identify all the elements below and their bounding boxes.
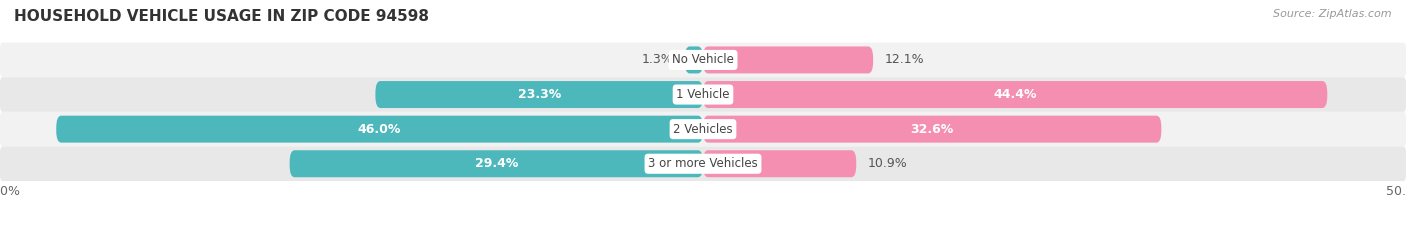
Text: 12.1%: 12.1% <box>884 53 924 66</box>
FancyBboxPatch shape <box>0 147 1406 181</box>
FancyBboxPatch shape <box>56 116 703 143</box>
Text: 2 Vehicles: 2 Vehicles <box>673 123 733 136</box>
Legend: Owner-occupied, Renter-occupied: Owner-occupied, Renter-occupied <box>568 229 838 233</box>
FancyBboxPatch shape <box>0 43 1406 77</box>
FancyBboxPatch shape <box>703 150 856 177</box>
Text: HOUSEHOLD VEHICLE USAGE IN ZIP CODE 94598: HOUSEHOLD VEHICLE USAGE IN ZIP CODE 9459… <box>14 9 429 24</box>
FancyBboxPatch shape <box>0 112 1406 147</box>
FancyBboxPatch shape <box>685 46 703 73</box>
Text: 3 or more Vehicles: 3 or more Vehicles <box>648 157 758 170</box>
Text: 1.3%: 1.3% <box>641 53 673 66</box>
Text: 44.4%: 44.4% <box>994 88 1036 101</box>
Text: 46.0%: 46.0% <box>359 123 401 136</box>
FancyBboxPatch shape <box>703 46 873 73</box>
FancyBboxPatch shape <box>290 150 703 177</box>
FancyBboxPatch shape <box>0 77 1406 112</box>
FancyBboxPatch shape <box>375 81 703 108</box>
Text: 10.9%: 10.9% <box>868 157 907 170</box>
Text: Source: ZipAtlas.com: Source: ZipAtlas.com <box>1274 9 1392 19</box>
Text: 29.4%: 29.4% <box>475 157 517 170</box>
FancyBboxPatch shape <box>703 116 1161 143</box>
FancyBboxPatch shape <box>703 81 1327 108</box>
Text: No Vehicle: No Vehicle <box>672 53 734 66</box>
Text: 23.3%: 23.3% <box>517 88 561 101</box>
Text: 1 Vehicle: 1 Vehicle <box>676 88 730 101</box>
Text: 32.6%: 32.6% <box>911 123 953 136</box>
